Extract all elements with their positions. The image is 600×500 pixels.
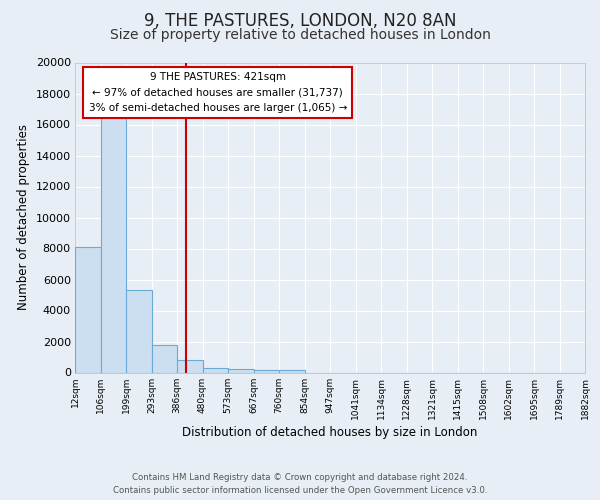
Text: Size of property relative to detached houses in London: Size of property relative to detached ho… bbox=[110, 28, 490, 42]
Y-axis label: Number of detached properties: Number of detached properties bbox=[17, 124, 30, 310]
Bar bbox=[75, 247, 101, 372]
Bar bbox=[254, 370, 279, 372]
Bar bbox=[126, 290, 151, 372]
Bar bbox=[177, 360, 203, 372]
Bar bbox=[101, 116, 126, 372]
Bar bbox=[279, 370, 305, 372]
Bar bbox=[203, 368, 228, 372]
Text: 9, THE PASTURES, LONDON, N20 8AN: 9, THE PASTURES, LONDON, N20 8AN bbox=[144, 12, 456, 30]
Text: 9 THE PASTURES: 421sqm
← 97% of detached houses are smaller (31,737)
3% of semi-: 9 THE PASTURES: 421sqm ← 97% of detached… bbox=[89, 72, 347, 113]
Bar bbox=[228, 370, 254, 372]
Bar bbox=[151, 344, 177, 372]
Text: Contains HM Land Registry data © Crown copyright and database right 2024.
Contai: Contains HM Land Registry data © Crown c… bbox=[113, 474, 487, 495]
X-axis label: Distribution of detached houses by size in London: Distribution of detached houses by size … bbox=[182, 426, 478, 438]
